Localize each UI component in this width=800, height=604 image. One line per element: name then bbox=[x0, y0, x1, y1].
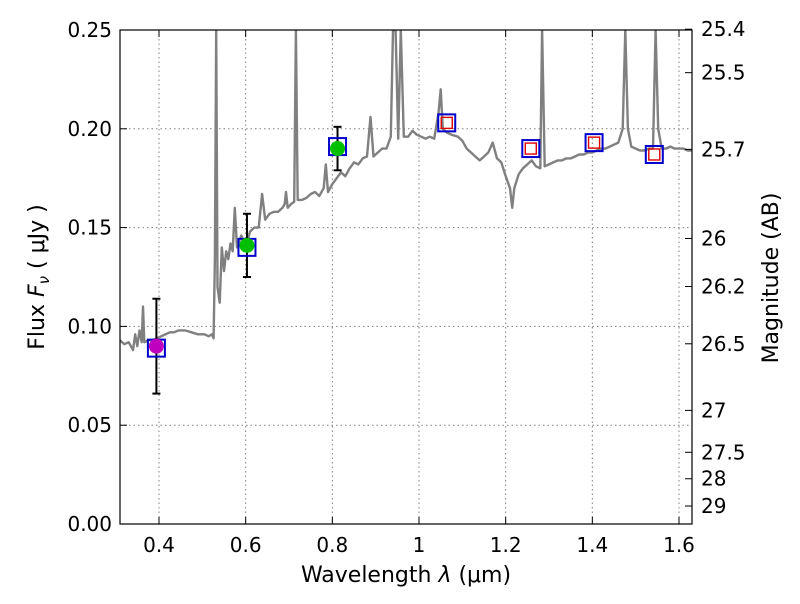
mag-tick-label: 26.2 bbox=[701, 274, 746, 298]
y-tick-label: 0.15 bbox=[67, 216, 112, 240]
spectrum bbox=[120, 30, 692, 352]
model-box-inner bbox=[587, 136, 601, 149]
x-tick-label: 1.2 bbox=[490, 533, 522, 557]
model-box-inner bbox=[648, 148, 661, 161]
x-tick-label: 1 bbox=[413, 533, 426, 557]
mag-tick-label: 27.5 bbox=[701, 440, 746, 464]
model-box bbox=[521, 139, 541, 159]
y-tick-label: 0.05 bbox=[67, 413, 112, 437]
y-tick-label: 0.10 bbox=[67, 314, 112, 338]
y2-axis-title: Magnitude (AB) bbox=[759, 193, 784, 364]
observed-point bbox=[239, 237, 255, 253]
grid-lines bbox=[120, 29, 692, 525]
mag-tick-label: 26.5 bbox=[701, 332, 746, 356]
y-tick-label: 0.20 bbox=[67, 117, 112, 141]
photometry-points bbox=[146, 113, 664, 395]
model-box-inner bbox=[440, 116, 453, 130]
observed-point bbox=[148, 338, 164, 354]
x-axis-title: Wavelength λ (μm) bbox=[301, 563, 511, 588]
mag-tick-label: 25.4 bbox=[701, 17, 746, 41]
x-tick-label: 0.4 bbox=[143, 533, 175, 557]
spectrum-line bbox=[120, 30, 692, 352]
x-tick-label: 0.8 bbox=[316, 533, 348, 557]
x-tick-label: 1.6 bbox=[663, 533, 695, 557]
mag-tick-label: 29 bbox=[701, 494, 726, 518]
mag-tick-label: 26 bbox=[701, 226, 726, 250]
y-axis-title: Flux Fν ( μJy ) bbox=[25, 204, 53, 349]
mag-tick-label: 25.5 bbox=[701, 61, 746, 85]
model-box-inner bbox=[524, 142, 537, 155]
model-box bbox=[437, 113, 457, 133]
x-tick-label: 0.6 bbox=[230, 533, 262, 557]
mag-tick-label: 27 bbox=[701, 398, 726, 422]
plot-frame bbox=[119, 29, 693, 525]
observed-point bbox=[330, 141, 346, 157]
mag-tick-label: 25.7 bbox=[701, 137, 746, 161]
x-tick-label: 1.4 bbox=[576, 533, 608, 557]
y-tick-label: 0.25 bbox=[67, 18, 112, 42]
axis-ticks: 0.4 0.6 0.8 1 1.2 1.4 1.6 0.00 0.05 0.10 0.15 0.20 0… bbox=[67, 17, 745, 557]
model-box bbox=[584, 133, 604, 153]
model-box bbox=[644, 144, 664, 164]
y-tick-label: 0.00 bbox=[67, 512, 112, 536]
mag-tick-label: 28 bbox=[701, 467, 726, 491]
